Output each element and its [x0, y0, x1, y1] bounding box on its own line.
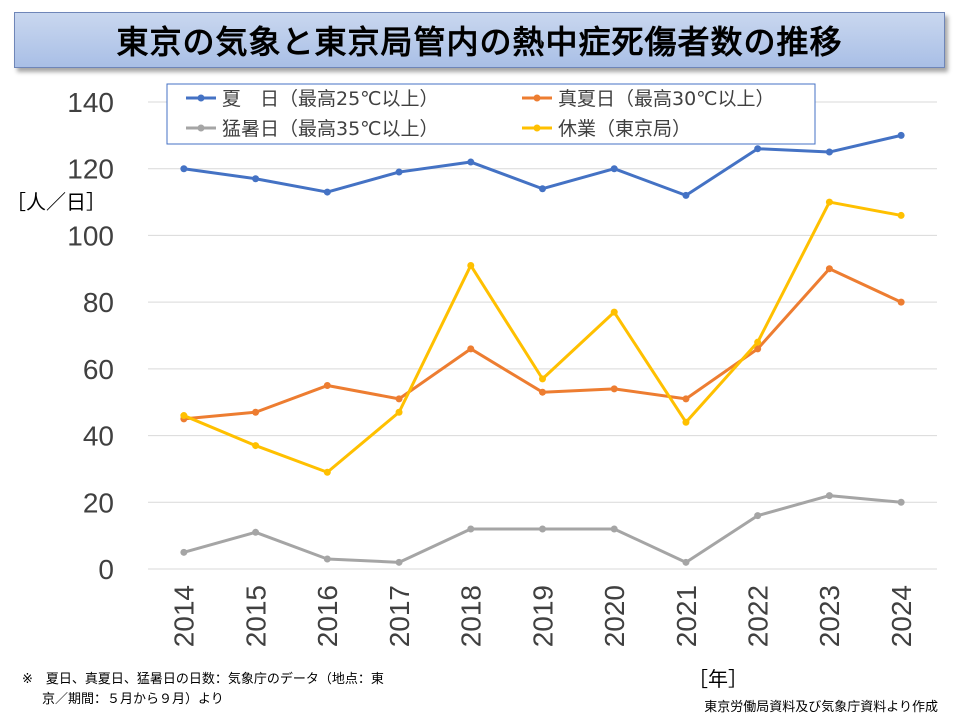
- data-point: [682, 191, 690, 199]
- legend-marker: [533, 94, 541, 102]
- y-tick-label: 140: [67, 87, 114, 118]
- y-tick-label: 100: [67, 220, 114, 251]
- x-tick-label: 2018: [456, 585, 487, 647]
- data-point: [610, 525, 618, 533]
- data-point: [539, 388, 546, 396]
- data-point: [467, 261, 475, 269]
- footnote-line-1: ※ 夏日、真夏日、猛暑日の日数：気象庁のデータ（地点：東: [22, 672, 384, 687]
- y-tick-label: 120: [67, 154, 114, 185]
- x-tick-label: 2021: [671, 585, 702, 647]
- data-point: [825, 265, 833, 273]
- legend-marker: [197, 94, 205, 102]
- data-point: [395, 408, 403, 416]
- y-axis-label: ［人／日］: [6, 190, 106, 214]
- data-point: [682, 418, 690, 426]
- data-point: [180, 548, 188, 556]
- data-point: [252, 528, 260, 536]
- y-tick-label: 60: [83, 354, 114, 385]
- data-point: [897, 131, 905, 139]
- data-point: [467, 345, 475, 353]
- data-point: [323, 468, 331, 476]
- data-point: [180, 165, 188, 173]
- data-point: [323, 555, 331, 563]
- legend-label: 夏 日（最高25℃以上）: [222, 88, 439, 110]
- x-tick-label: 2015: [240, 585, 271, 647]
- data-point: [682, 395, 690, 403]
- y-tick-label: 80: [83, 287, 114, 318]
- x-tick-label: 2022: [742, 585, 773, 647]
- x-tick-label: 2014: [169, 585, 200, 647]
- data-point: [610, 308, 618, 316]
- data-point: [897, 498, 905, 506]
- x-tick-label: 2016: [312, 585, 343, 647]
- data-point: [395, 558, 403, 566]
- series-line: [183, 200, 902, 474]
- data-point: [539, 525, 546, 533]
- legend-box: [166, 83, 816, 145]
- data-point: [539, 375, 546, 383]
- data-point: [825, 198, 833, 206]
- data-point: [754, 338, 762, 346]
- chart-title: 東京の気象と東京局管内の熱中症死傷者数の推移: [116, 23, 843, 61]
- legend-label: 猛暑日（最高35℃以上）: [222, 118, 439, 140]
- legend-label: 真夏日（最高30℃以上）: [558, 88, 775, 110]
- data-point: [897, 298, 905, 306]
- data-point: [754, 512, 762, 520]
- title-banner: 東京の気象と東京局管内の熱中症死傷者数の推移: [14, 12, 945, 68]
- x-tick-label: 2019: [527, 585, 558, 647]
- data-point: [252, 442, 260, 450]
- footnote: ※ 夏日、真夏日、猛暑日の日数：気象庁のデータ（地点：東 京／期間：５月から９月…: [22, 670, 482, 710]
- data-point: [682, 558, 690, 566]
- y-tick-label: 40: [83, 421, 114, 452]
- data-point: [180, 412, 188, 420]
- data-point: [825, 492, 833, 500]
- x-tick-label: 2024: [886, 585, 917, 647]
- data-point: [467, 525, 475, 533]
- data-point: [610, 165, 618, 173]
- data-point: [897, 211, 905, 219]
- source-note: 東京労働局資料及び気象庁資料より作成: [704, 700, 938, 715]
- y-tick-label: 20: [83, 487, 114, 518]
- y-tick-label: 0: [98, 554, 114, 585]
- x-tick-label: 2017: [384, 585, 415, 647]
- data-point: [754, 145, 762, 153]
- data-point: [825, 148, 833, 156]
- data-point: [395, 395, 403, 403]
- series-line: [183, 267, 902, 421]
- data-point: [323, 188, 331, 196]
- legend-label: 休業（東京局）: [558, 118, 691, 140]
- data-point: [252, 175, 260, 183]
- data-point: [754, 345, 762, 353]
- footnote-line-2: 京／期間：５月から９月）より: [42, 692, 224, 707]
- legend-marker: [533, 124, 541, 132]
- data-point: [610, 385, 618, 393]
- data-point: [395, 168, 403, 176]
- legend-marker: [197, 124, 205, 132]
- data-point: [252, 408, 260, 416]
- x-tick-label: 2020: [599, 585, 630, 647]
- data-point: [323, 382, 331, 390]
- x-axis-label: ［年］: [688, 667, 748, 691]
- x-tick-label: 2023: [814, 585, 845, 647]
- data-point: [539, 185, 546, 193]
- data-point: [467, 158, 475, 166]
